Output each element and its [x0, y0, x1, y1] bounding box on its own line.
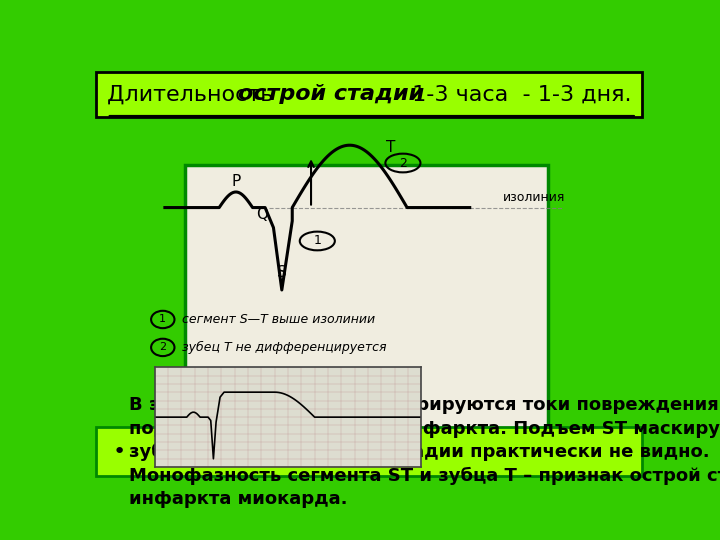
Text: T: T: [386, 140, 395, 155]
Text: P: P: [231, 174, 240, 190]
Text: В эту стадию на ЭКГ регистрируются токи повреждения –
подъем ST над областью инф: В эту стадию на ЭКГ регистрируются токи …: [129, 396, 720, 508]
Text: сегмент S—Т выше изолинии: сегмент S—Т выше изолинии: [181, 313, 374, 326]
FancyBboxPatch shape: [185, 165, 548, 429]
Text: Длительность: Длительность: [107, 84, 280, 104]
Text: •: •: [112, 442, 125, 462]
Text: изолиния: изолиния: [503, 191, 565, 204]
Text: острой стадии: острой стадии: [238, 84, 424, 104]
Text: Q: Q: [256, 207, 268, 222]
Text: 1: 1: [313, 234, 321, 247]
Text: 1-3 часа  - 1-3 дня.: 1-3 часа - 1-3 дня.: [405, 84, 631, 104]
Text: 1: 1: [159, 314, 166, 325]
FancyBboxPatch shape: [96, 72, 642, 117]
Text: S: S: [277, 265, 287, 280]
Text: зубец Т не дифференцируется: зубец Т не дифференцируется: [181, 341, 386, 354]
Text: 2: 2: [399, 157, 407, 170]
FancyBboxPatch shape: [96, 427, 642, 476]
Text: 2: 2: [159, 342, 166, 353]
